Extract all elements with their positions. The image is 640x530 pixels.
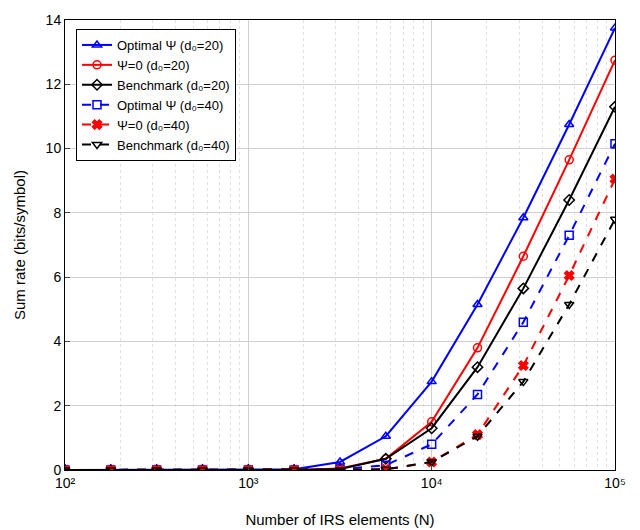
svg-text:Benchmark (d₀=20): Benchmark (d₀=20) (117, 78, 230, 93)
svg-text:10²: 10² (55, 475, 76, 491)
svg-text:Ψ=0 (d₀=40): Ψ=0 (d₀=40) (117, 118, 190, 133)
svg-text:Number of IRS elements (N): Number of IRS elements (N) (245, 511, 434, 528)
svg-text:10⁴: 10⁴ (421, 475, 443, 491)
svg-text:Sum rate (bits/symbol): Sum rate (bits/symbol) (11, 170, 28, 320)
svg-text:Ψ=0 (d₀=20): Ψ=0 (d₀=20) (117, 58, 190, 73)
svg-text:2: 2 (53, 398, 61, 414)
svg-text:0: 0 (53, 462, 61, 478)
svg-text:10⁵: 10⁵ (604, 475, 625, 491)
svg-text:12: 12 (46, 76, 62, 92)
svg-text:Benchmark (d₀=40): Benchmark (d₀=40) (117, 138, 230, 153)
svg-text:10: 10 (46, 140, 62, 156)
svg-text:Optimal Ψ (d₀=20): Optimal Ψ (d₀=20) (117, 38, 223, 53)
svg-text:6: 6 (53, 269, 61, 285)
svg-text:8: 8 (53, 205, 61, 221)
svg-text:4: 4 (53, 333, 61, 349)
svg-text:10³: 10³ (238, 475, 259, 491)
svg-text:Optimal Ψ (d₀=40): Optimal Ψ (d₀=40) (117, 98, 223, 113)
svg-text:14: 14 (46, 12, 62, 28)
